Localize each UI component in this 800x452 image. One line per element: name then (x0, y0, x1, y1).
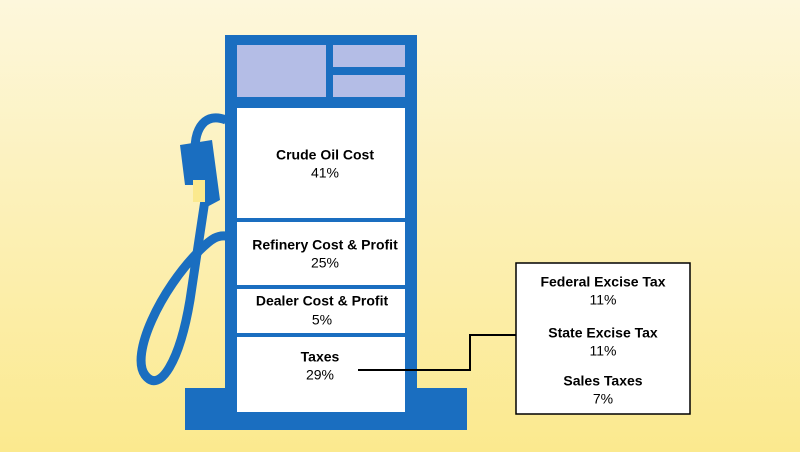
nozzle-grip (193, 180, 205, 202)
tax-value: 7% (593, 391, 613, 407)
display-panel (237, 45, 326, 97)
display-panel (333, 75, 405, 97)
tax-label: Federal Excise Tax (540, 274, 665, 290)
tax-label: Sales Taxes (563, 373, 642, 389)
segment-label: Dealer Cost & Profit (256, 293, 389, 309)
tax-label: State Excise Tax (548, 325, 658, 341)
segment (237, 108, 405, 218)
segment-label: Refinery Cost & Profit (252, 237, 398, 253)
segment-label: Crude Oil Cost (276, 147, 374, 163)
display-panel (333, 45, 405, 67)
segment-value: 5% (312, 312, 332, 328)
segment (237, 222, 405, 285)
tax-value: 11% (590, 292, 617, 308)
segment-value: 25% (311, 255, 339, 271)
tax-value: 11% (590, 343, 617, 359)
segment-value: 29% (306, 367, 334, 383)
segment-value: 41% (311, 165, 339, 181)
pump-infographic: Crude Oil Cost 41% Refinery Cost & Profi… (0, 0, 800, 452)
segment-label: Taxes (301, 349, 340, 365)
